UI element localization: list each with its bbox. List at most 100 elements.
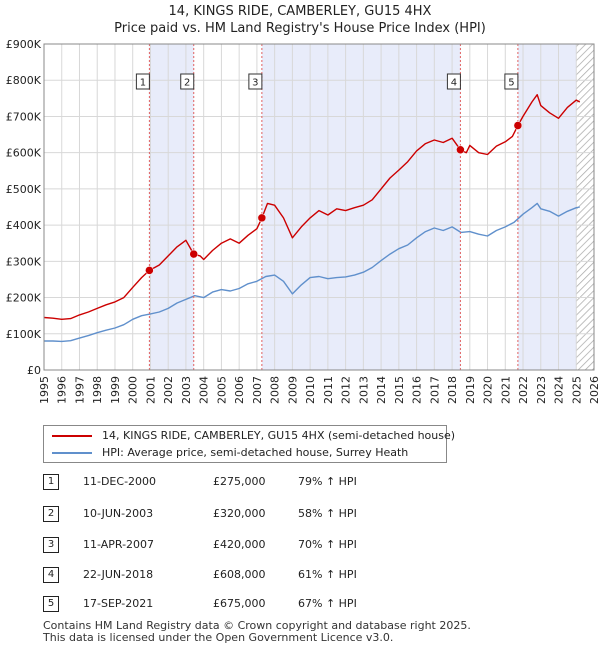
- sale-point: [257, 213, 267, 223]
- footer: Contains HM Land Registry data © Crown c…: [43, 620, 471, 644]
- footer-copyright: Contains HM Land Registry data © Crown c…: [43, 619, 471, 632]
- sale-date: 11-APR-2007: [83, 538, 155, 551]
- chart-subtitle: Price paid vs. HM Land Registry's House …: [114, 21, 486, 36]
- x-tick-label: 2015: [393, 376, 406, 404]
- sale-point: [145, 266, 154, 275]
- y-tick-label: £600K: [6, 147, 42, 160]
- forecast-hatch: [576, 44, 594, 370]
- y-tick-label: £300K: [6, 255, 42, 268]
- sale-marker-box: [135, 73, 150, 90]
- sale-hpi-change: 70% ↑ HPI: [298, 538, 357, 551]
- sale-date: 11-DEC-2000: [83, 475, 157, 488]
- hpi-line: [44, 202, 580, 343]
- ownership-shade: [149, 44, 194, 370]
- sale-point: [189, 249, 198, 259]
- sale-row: 1 11-DEC-2000 £275,000 79% ↑ HPI: [43, 472, 463, 492]
- sale-hpi-change: 58% ↑ HPI: [298, 507, 357, 520]
- sale-marker-box: [446, 73, 461, 90]
- chart-title: 14, KINGS RIDE, CAMBERLEY, GU15 4HX: [168, 4, 432, 19]
- x-tick-label: 2021: [499, 376, 512, 404]
- x-tick-label: 2022: [517, 376, 530, 404]
- price-chart: 1 2 3 4 5 £0 £100K £200K £300K £400K £500K £600K £7…: [6, 38, 600, 404]
- y-tick-label: £500K: [6, 183, 42, 196]
- sale-date: 10-JUN-2003: [83, 507, 154, 520]
- sale-point: [456, 145, 465, 155]
- y-tick-label: £100K: [6, 328, 42, 341]
- sale-date: 22-JUN-2018: [83, 568, 154, 581]
- sale-price: £420,000: [213, 538, 266, 551]
- sale-number-badge: 5: [43, 596, 59, 612]
- sale-number-badge: 1: [43, 474, 59, 490]
- x-tick-label: 2017: [428, 376, 441, 404]
- ownership-shade: [261, 44, 461, 370]
- sale-price: £275,000: [213, 475, 266, 488]
- sale-number-badge: 3: [43, 537, 59, 553]
- x-tick-label: 2008: [269, 376, 282, 404]
- x-tick-label: 2007: [251, 376, 264, 404]
- x-tick-label: 1999: [109, 376, 122, 404]
- x-tick-label: 2020: [482, 376, 495, 404]
- x-tick-label: 2001: [144, 376, 157, 404]
- x-tick-label: 2023: [535, 376, 548, 404]
- sale-hpi-change: 61% ↑ HPI: [298, 568, 357, 581]
- sale-number-badge: 2: [43, 506, 59, 522]
- x-tick-label: 2009: [286, 376, 299, 404]
- x-tick-label: 2014: [375, 376, 388, 404]
- sale-marker-label: 3: [252, 78, 258, 89]
- x-tick-label: 2019: [464, 376, 477, 404]
- sale-marker-box: [504, 73, 519, 90]
- sale-number-badge: 4: [43, 567, 59, 583]
- x-tick-label: 2013: [357, 376, 370, 404]
- y-tick-label: £700K: [6, 110, 42, 123]
- plot-frame: [43, 43, 595, 371]
- y-tick-label: £400K: [6, 219, 42, 232]
- x-tick-label: 2010: [304, 376, 317, 404]
- property-price-line: [43, 94, 581, 320]
- x-tick-label: 2018: [446, 376, 459, 404]
- x-tick-label: 2011: [322, 376, 335, 404]
- y-tick-label: £900K: [6, 38, 42, 51]
- x-tick-label: 2000: [127, 376, 140, 404]
- ownership-shade: [517, 44, 577, 370]
- x-tick-label: 2003: [180, 376, 193, 404]
- legend-swatch-property: [52, 435, 92, 437]
- footer-licence: This data is licensed under the Open Gov…: [43, 631, 394, 644]
- x-tick-label: 2002: [162, 376, 175, 404]
- y-tick-label: £800K: [6, 74, 42, 87]
- sale-price: £608,000: [213, 568, 266, 581]
- sale-marker-box: [180, 73, 195, 90]
- x-tick-label: 1996: [56, 376, 69, 404]
- x-tick-label: 2026: [588, 376, 600, 404]
- x-tick-label: 2012: [340, 376, 353, 404]
- legend-swatch-hpi: [52, 452, 92, 454]
- x-tick-label: 2005: [215, 376, 228, 404]
- sale-hpi-change: 79% ↑ HPI: [298, 475, 357, 488]
- x-tick-label: 2006: [233, 376, 246, 404]
- y-tick-label: £200K: [6, 292, 42, 305]
- sale-row: 3 11-APR-2007 £420,000 70% ↑ HPI: [43, 535, 463, 555]
- sale-price: £675,000: [213, 597, 266, 610]
- sale-marker-box: [248, 73, 263, 90]
- sale-row: 2 10-JUN-2003 £320,000 58% ↑ HPI: [43, 504, 463, 524]
- sale-row: 4 22-JUN-2018 £608,000 61% ↑ HPI: [43, 565, 463, 585]
- y-tick-label: £0: [27, 364, 41, 377]
- x-tick-label: 2004: [198, 376, 211, 404]
- x-tick-label: 1998: [91, 376, 104, 404]
- sale-point: [513, 121, 523, 130]
- sale-price: £320,000: [213, 507, 266, 520]
- sale-marker-label: 4: [451, 78, 457, 89]
- x-tick-label: 2025: [570, 376, 583, 404]
- legend-label-hpi: HPI: Average price, semi-detached house,…: [102, 446, 409, 459]
- sale-marker-label: 2: [184, 78, 190, 89]
- x-tick-label: 2016: [411, 376, 424, 404]
- x-tick-label: 2024: [553, 376, 566, 404]
- x-tick-label: 1997: [73, 376, 86, 404]
- sale-marker-label: 1: [140, 78, 146, 89]
- chart-legend: 14, KINGS RIDE, CAMBERLEY, GU15 4HX (sem…: [43, 425, 455, 463]
- sale-marker-label: 5: [508, 78, 514, 89]
- sale-row: 5 17-SEP-2021 £675,000 67% ↑ HPI: [43, 594, 463, 614]
- legend-label-property: 14, KINGS RIDE, CAMBERLEY, GU15 4HX (sem…: [102, 429, 456, 442]
- sale-date: 17-SEP-2021: [83, 597, 154, 610]
- x-tick-label: 1995: [38, 376, 51, 404]
- sale-hpi-change: 67% ↑ HPI: [298, 597, 357, 610]
